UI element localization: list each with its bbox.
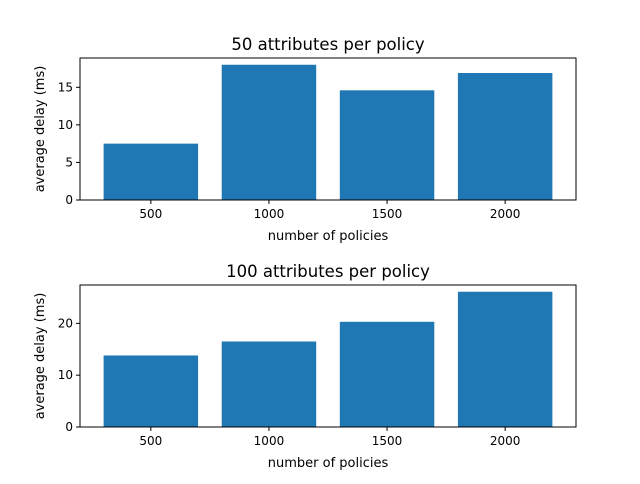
- y-tick-label: 0: [65, 193, 73, 207]
- y-axis-label: average delay (ms): [33, 66, 48, 193]
- bar-1000: [221, 64, 317, 200]
- bar-500: [103, 143, 199, 200]
- bar-1500: [339, 90, 435, 200]
- y-tick-group: 0 10 20: [58, 316, 80, 434]
- y-tick-label: 20: [58, 316, 73, 330]
- x-tick-group: 500 1000 1500 2000: [139, 200, 520, 221]
- chart-title: 50 attributes per policy: [231, 35, 425, 54]
- x-tick-label: 2000: [490, 434, 521, 448]
- y-tick-label: 15: [58, 80, 73, 94]
- x-tick-label: 500: [139, 434, 162, 448]
- bar-group: [103, 291, 553, 427]
- y-tick-label: 10: [58, 118, 73, 132]
- x-tick-label: 2000: [490, 207, 521, 221]
- bar-1500: [339, 321, 435, 427]
- subplot-top: 50 attributes per policy number of polic…: [33, 35, 577, 244]
- x-axis-label: number of policies: [268, 456, 389, 471]
- chart-title: 100 attributes per policy: [226, 262, 430, 281]
- bar-2000: [457, 73, 553, 200]
- x-tick-label: 1500: [372, 434, 403, 448]
- x-tick-label: 1500: [372, 207, 403, 221]
- x-tick-label: 1000: [254, 207, 285, 221]
- y-tick-label: 0: [65, 420, 73, 434]
- x-tick-label: 500: [139, 207, 162, 221]
- y-tick-label: 5: [65, 155, 73, 169]
- y-axis-label: average delay (ms): [33, 293, 48, 420]
- bar-group: [103, 64, 553, 200]
- x-tick-label: 1000: [254, 434, 285, 448]
- subplot-bottom: 100 attributes per policy number of poli…: [33, 262, 577, 471]
- y-tick-group: 0 5 10 15: [58, 80, 80, 207]
- plot-frame: [79, 284, 577, 428]
- bar-1000: [221, 341, 317, 427]
- plot-frame: [79, 57, 577, 201]
- bar-2000: [457, 291, 553, 427]
- x-tick-group: 500 1000 1500 2000: [139, 427, 520, 448]
- bar-500: [103, 355, 199, 427]
- x-axis-label: number of policies: [268, 229, 389, 244]
- y-tick-label: 10: [58, 368, 73, 382]
